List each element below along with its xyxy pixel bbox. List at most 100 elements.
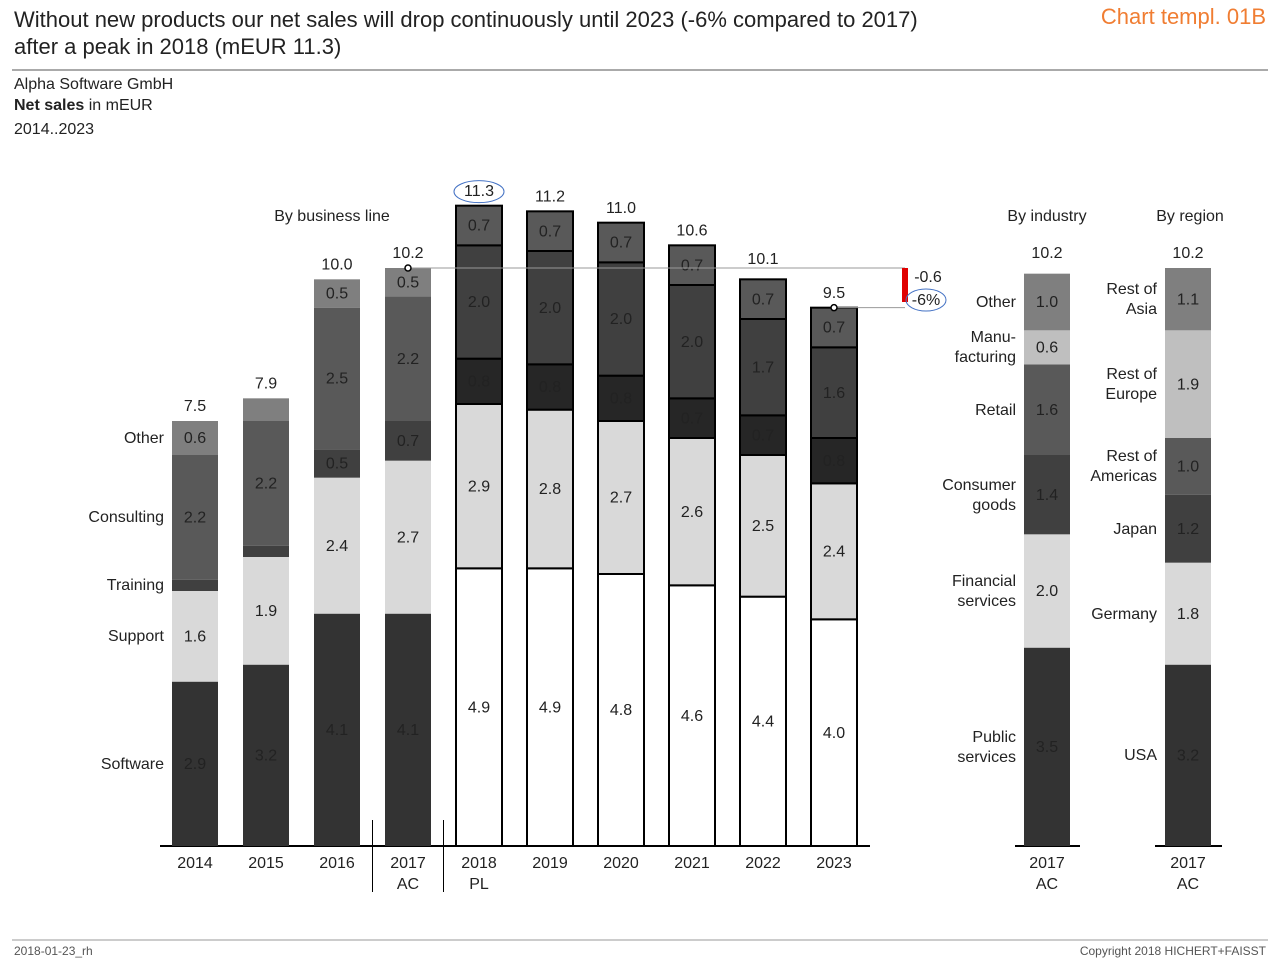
legend-label: Retail xyxy=(975,401,1016,419)
bar-segment xyxy=(810,482,858,621)
segment-label: 1.9 xyxy=(255,603,277,620)
bar-segment xyxy=(668,397,716,440)
segment-label: 0.7 xyxy=(823,320,845,337)
x-tick-label: 2018 xyxy=(461,855,497,872)
footer-date: 2018-01-23_rh xyxy=(14,944,93,958)
total-label: 10.0 xyxy=(321,257,352,274)
total-label: 11.3 xyxy=(464,183,494,200)
bar-segment xyxy=(172,591,218,682)
bar-segment xyxy=(385,296,431,421)
bar-segment xyxy=(810,437,858,485)
segment-label: 1.9 xyxy=(1177,376,1199,393)
segment-label: 1.0 xyxy=(1177,459,1199,476)
bar-segment xyxy=(668,584,716,847)
segment-label: 1.6 xyxy=(1036,402,1058,419)
segment-label: 0.7 xyxy=(610,235,632,252)
segment-label: 3.2 xyxy=(1177,748,1199,765)
segment-label: 4.4 xyxy=(752,714,774,731)
segment-label: 1.2 xyxy=(1177,521,1199,538)
legend-label: Other xyxy=(975,294,1016,311)
segment-label: 2.7 xyxy=(610,490,632,507)
segment-label: 0.7 xyxy=(752,427,774,444)
chart-subtitle: By business line xyxy=(274,208,390,225)
bar-segment xyxy=(243,545,289,557)
bar-segment xyxy=(739,454,787,598)
segment-label: 4.1 xyxy=(397,722,419,739)
segment-label: 4.9 xyxy=(468,699,490,716)
segment-label: 2.0 xyxy=(610,311,632,328)
bar-segment xyxy=(1024,330,1070,365)
bar-segment xyxy=(243,664,289,846)
bar-segment xyxy=(314,613,360,846)
legend-label: Financial services xyxy=(951,573,1016,610)
segment-label: 2.4 xyxy=(326,538,348,555)
segment-label: 1.8 xyxy=(1177,606,1199,623)
bar-segment xyxy=(455,244,503,360)
x-tick-label: 2015 xyxy=(248,855,284,872)
bar-segment xyxy=(810,618,858,847)
scenario-label: PL xyxy=(469,876,489,893)
bar-segment xyxy=(1024,647,1070,846)
x-tick-label: 2023 xyxy=(816,855,852,872)
total-label: 10.1 xyxy=(747,251,778,268)
segment-label: 2.5 xyxy=(752,518,774,535)
bar-segment xyxy=(314,279,360,308)
bar-segment xyxy=(526,250,574,366)
bar-segment xyxy=(1165,330,1211,438)
bar-segment xyxy=(1165,562,1211,665)
segment-label: 0.5 xyxy=(326,456,348,473)
segment-label: 1.6 xyxy=(823,385,845,402)
segment-label: 0.5 xyxy=(397,274,419,291)
bar-segment xyxy=(526,363,574,411)
x-tick-label: 2016 xyxy=(319,855,355,872)
bar-segment xyxy=(597,221,645,264)
x-tick-label: 2019 xyxy=(532,855,568,872)
legend-label: Software xyxy=(100,755,164,773)
bar-segment xyxy=(172,681,218,846)
bar-segment xyxy=(1165,438,1211,495)
segment-label: 2.0 xyxy=(681,334,703,351)
delta-bar xyxy=(902,268,908,302)
bar-segment xyxy=(739,278,787,321)
legend-label: Support xyxy=(107,628,164,646)
x-tick-label: 2017 xyxy=(1029,855,1065,872)
bar-segment xyxy=(172,579,218,591)
bar-segment xyxy=(455,567,503,847)
bar-segment xyxy=(1024,364,1070,455)
measure-unit: in mEUR xyxy=(88,97,153,114)
x-tick-label: 2014 xyxy=(177,855,213,872)
segment-label: 2.7 xyxy=(397,529,419,546)
total-label: 11.0 xyxy=(606,200,636,217)
bar-segment xyxy=(172,421,218,455)
bar-segment xyxy=(597,261,645,377)
bar-segment xyxy=(314,307,360,450)
legend-label: Public services xyxy=(957,728,1016,766)
segment-label: 2.2 xyxy=(255,476,277,493)
total-label: 11.2 xyxy=(535,189,565,206)
reference-dot xyxy=(830,303,838,312)
segment-label: 2.2 xyxy=(184,510,206,527)
segment-label: 1.0 xyxy=(1036,294,1058,311)
segment-label: 1.7 xyxy=(752,359,774,376)
x-tick-label: 2017 xyxy=(390,855,426,872)
bar-segment xyxy=(668,284,716,400)
segment-label: 0.8 xyxy=(539,379,561,396)
total-label: 10.2 xyxy=(1031,245,1062,262)
scenario-label: AC xyxy=(1036,876,1058,893)
total-label: 7.5 xyxy=(184,398,206,415)
legend-label: Consulting xyxy=(88,509,164,527)
bar-segment xyxy=(455,357,503,405)
bar-segment xyxy=(314,477,360,614)
total-label: 10.2 xyxy=(1172,245,1203,262)
bar-segment xyxy=(314,449,360,478)
period: 2014..2023 xyxy=(14,121,95,138)
delta-percent-label: -6% xyxy=(912,292,940,309)
segment-label: 4.9 xyxy=(539,699,561,716)
segment-label: 2.0 xyxy=(539,300,561,317)
bar-segment xyxy=(739,318,787,417)
total-label: 9.5 xyxy=(823,285,845,302)
segment-label: 0.8 xyxy=(610,391,632,408)
highlight-circle xyxy=(905,288,947,312)
